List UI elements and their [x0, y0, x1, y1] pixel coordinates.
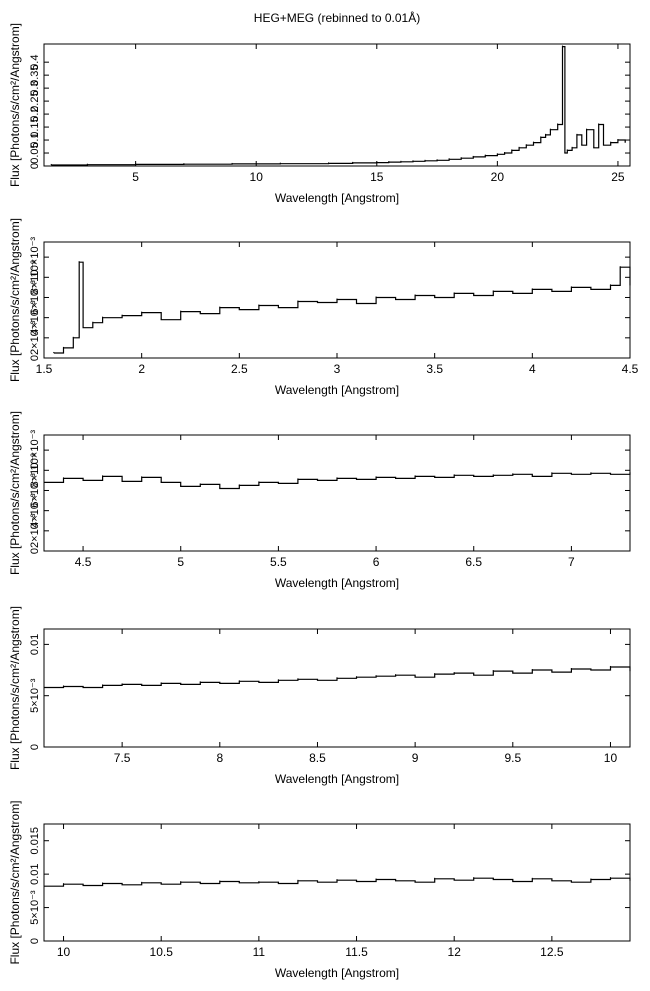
x-tick-label: 3.5	[426, 362, 443, 376]
x-tick-label: 20	[491, 170, 505, 184]
y-tick-label: 4×10⁻³	[29, 493, 41, 528]
figure-title: HEG+MEG (rebinned to 0.01Å)	[254, 10, 420, 25]
plot-frame	[43, 823, 631, 942]
y-tick-label: 0	[29, 163, 41, 169]
x-axis-label: Wavelength [Angstrom]	[275, 191, 399, 205]
x-tick-label: 2	[138, 362, 145, 376]
x-tick-label: 11	[253, 945, 266, 959]
y-tick-label: 6×10⁻³	[29, 473, 41, 508]
chart-panel-4: 7.5 8 8.5 9 9.5 10 0 5×10⁻³ 0.01 Wavelength [Angs…	[8, 606, 631, 786]
y-tick-label: 8×10⁻³	[29, 260, 41, 295]
chart-panel-3: 4.5 5 5.5 6 6.5 7 02×10⁻³4×10⁻³6×10⁻³8×10⁻³10×…	[8, 411, 631, 590]
y-tick-label: 10×10⁻³	[29, 237, 41, 278]
x-tick-label: 4.5	[75, 555, 92, 569]
x-tick-label: 5	[177, 555, 184, 569]
x-tick-label: 6.5	[465, 555, 482, 569]
y-tick-label: 6×10⁻³	[29, 280, 41, 315]
chart-panel-1: 5 10 15 20 25 00.050.10.150.20.250.30.350.4 Wa…	[8, 23, 631, 205]
x-tick-label: 25	[611, 170, 625, 184]
y-tick-label: 0.01	[29, 863, 41, 884]
x-tick-label: 9	[412, 751, 419, 765]
series-line-1	[44, 666, 631, 689]
x-tick-label: 8.5	[309, 751, 326, 765]
plot-frame	[43, 43, 631, 167]
y-tick-label: 0.15	[29, 116, 41, 137]
chart-panel-2: 1.5 2 2.5 3 3.5 4 4.5 02×10⁻³4×10⁻³6×10⁻³8×10⁻³…	[8, 218, 639, 397]
y-tick-label: 0.4	[29, 55, 41, 70]
x-tick-label: 1.5	[36, 362, 53, 376]
y-tick-label: 2×10⁻³	[29, 513, 41, 548]
y-tick-label: 4×10⁻³	[29, 300, 41, 335]
y-tick-label: 5×10⁻³	[29, 890, 41, 925]
y-axis-label: Flux [Photons/s/cm²/Angstrom]	[8, 800, 22, 964]
plot-frame	[43, 434, 631, 552]
x-tick-label: 5.5	[270, 555, 287, 569]
y-tick-label: 0	[29, 744, 41, 750]
y-axis-label: Flux [Photons/s/cm²/Angstrom]	[8, 606, 22, 770]
y-tick-label: 0.25	[29, 90, 41, 111]
x-tick-label: 10	[57, 945, 71, 959]
y-tick-label: 8×10⁻³	[29, 453, 41, 488]
y-tick-label: 0	[29, 548, 41, 554]
x-axis-label: Wavelength [Angstrom]	[275, 772, 399, 786]
series-line-1	[53, 261, 631, 354]
x-tick-label: 7	[568, 555, 575, 569]
plot-frame	[43, 628, 631, 748]
y-axis-label: Flux [Photons/s/cm²/Angstrom]	[8, 23, 22, 187]
y-tick-label: 0.35	[29, 64, 41, 85]
y-axis-label: Flux [Photons/s/cm²/Angstrom]	[8, 218, 22, 382]
x-tick-label: 11.5	[345, 945, 368, 959]
series-line-1	[44, 472, 631, 490]
x-tick-label: 10.5	[150, 945, 174, 959]
y-tick-label: 5×10⁻³	[29, 678, 41, 713]
x-axis-label: Wavelength [Angstrom]	[275, 966, 399, 980]
x-tick-label: 6	[373, 555, 380, 569]
x-tick-label: 9.5	[504, 751, 521, 765]
x-tick-label: 12	[448, 945, 462, 959]
y-tick-label: 2×10⁻³	[29, 320, 41, 355]
y-tick-label: 0.3	[29, 80, 41, 95]
y-tick-label: 0.05	[29, 142, 41, 163]
x-tick-label: 3	[334, 362, 341, 376]
x-tick-label: 4.5	[622, 362, 639, 376]
series-line-1	[51, 46, 626, 166]
x-tick-label: 15	[370, 170, 384, 184]
y-tick-label: 0.1	[29, 132, 41, 147]
y-tick-label: 0.01	[29, 634, 41, 655]
x-tick-label: 12.5	[540, 945, 564, 959]
x-tick-label: 4	[529, 362, 536, 376]
x-axis-label: Wavelength [Angstrom]	[275, 383, 399, 397]
x-tick-label: 2.5	[231, 362, 248, 376]
y-tick-label: 10×10⁻³	[29, 430, 41, 471]
y-tick-label: 0.015	[29, 827, 41, 855]
y-tick-label: 0	[29, 938, 41, 944]
x-tick-label: 7.5	[114, 751, 131, 765]
y-axis-label: Flux [Photons/s/cm²/Angstrom]	[8, 411, 22, 575]
x-tick-label: 8	[216, 751, 223, 765]
x-tick-label: 5	[132, 170, 139, 184]
chart-panel-5: 10 10.5 11 11.5 12 12.5 0 5×10⁻³ 0.01 0.015 Wavele…	[8, 800, 631, 980]
x-tick-label: 10	[250, 170, 264, 184]
x-tick-label: 10	[604, 751, 618, 765]
y-tick-label: 0	[29, 355, 41, 361]
y-tick-label: 0.2	[29, 106, 41, 121]
x-axis-label: Wavelength [Angstrom]	[275, 576, 399, 590]
